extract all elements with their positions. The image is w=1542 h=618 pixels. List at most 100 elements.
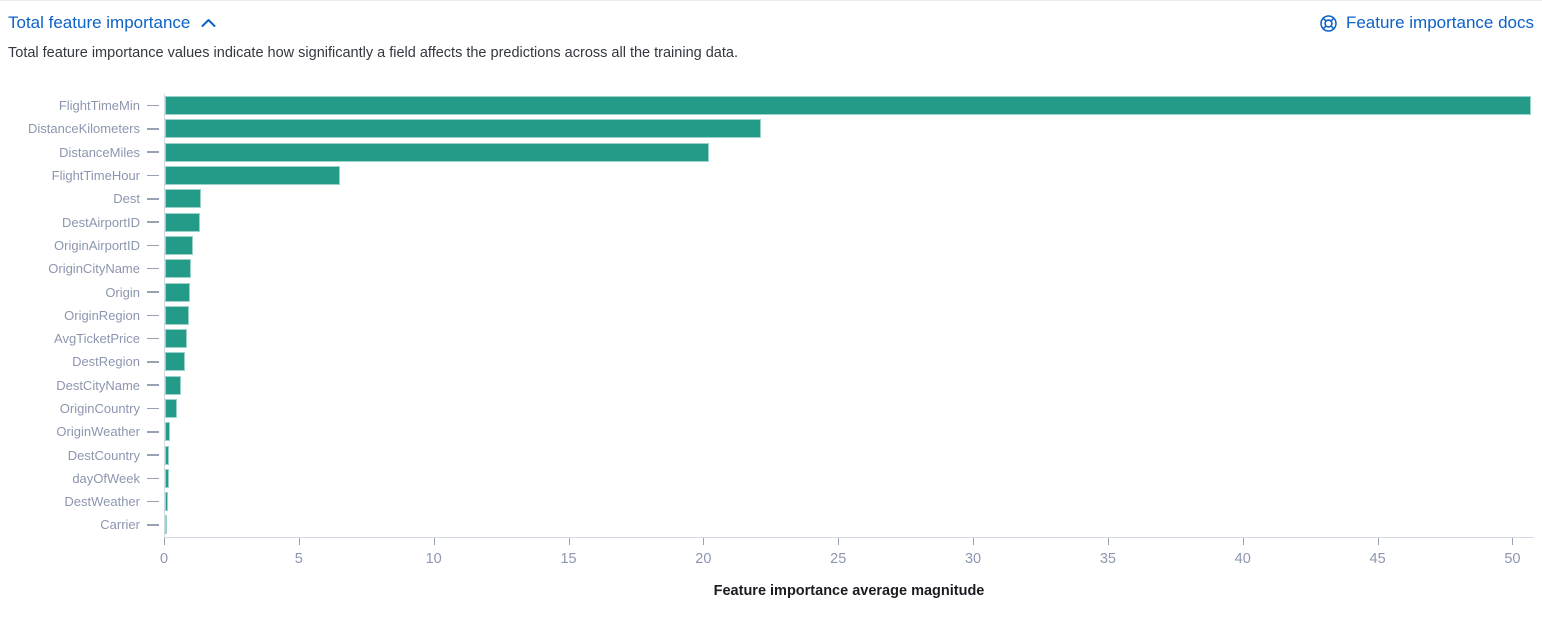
x-axis-tick: [703, 537, 705, 545]
x-axis-tick: [1242, 537, 1244, 545]
x-axis-tick-label: 35: [1099, 550, 1116, 567]
bar[interactable]: [165, 235, 194, 255]
bar-track: [164, 94, 1534, 118]
chart-row: OriginWeather: [8, 420, 1534, 444]
help-icon: [1319, 14, 1338, 33]
bar-track: [164, 490, 1534, 514]
bar-track: [164, 257, 1534, 281]
chart-row: OriginCountry: [8, 396, 1534, 421]
chart-row: FlightTimeMin: [8, 94, 1534, 118]
bar[interactable]: [165, 166, 341, 186]
bar-track: [164, 280, 1534, 304]
x-axis-tick: [973, 537, 975, 545]
y-axis-tick: [140, 151, 164, 153]
y-axis-tick: [140, 315, 164, 317]
bar[interactable]: [165, 212, 201, 232]
bar[interactable]: [165, 189, 202, 209]
x-axis-title: Feature importance average magnitude: [713, 582, 985, 599]
y-axis-tick: [140, 128, 164, 130]
bar[interactable]: [165, 422, 170, 442]
bar[interactable]: [165, 119, 761, 139]
x-axis-tick-label: 5: [294, 550, 303, 567]
chart-row: OriginAirportID: [8, 233, 1534, 258]
bar-track: [164, 396, 1534, 421]
bar-track: [164, 373, 1534, 397]
y-axis-tick: [140, 431, 164, 433]
bar[interactable]: [165, 305, 189, 325]
chart-row: OriginCityName: [8, 257, 1534, 281]
chart-row: DestCountry: [8, 443, 1534, 467]
y-axis-category-label: Carrier: [100, 517, 140, 533]
bar-track: [164, 140, 1534, 164]
bar-track: [164, 513, 1534, 537]
bar[interactable]: [165, 96, 1532, 116]
bar[interactable]: [165, 445, 170, 465]
y-axis-category-label: dayOfWeek: [72, 470, 140, 486]
chevron-up-icon: [200, 17, 217, 29]
x-axis-tick: [568, 537, 570, 545]
y-axis-category-label: DestCountry: [67, 447, 140, 463]
x-axis-tick: [1107, 537, 1109, 545]
bar[interactable]: [165, 142, 710, 162]
section-title: Total feature importance: [8, 13, 191, 32]
y-axis-category-label: DestRegion: [72, 354, 140, 370]
chart-row: FlightTimeHour: [8, 163, 1534, 188]
bar[interactable]: [165, 492, 169, 512]
y-axis-category-label: OriginCountry: [59, 401, 140, 416]
y-axis-category-label: DestCityName: [56, 377, 140, 393]
bar-track: [164, 350, 1534, 374]
x-axis: 0 5 10 15 20 25 30 35 40 45 50: [160, 536, 1534, 577]
chart-row: Carrier: [8, 513, 1534, 537]
y-axis-tick: [140, 408, 164, 410]
chart-row: DistanceKilometers: [8, 117, 1534, 141]
bar-track: [164, 443, 1534, 467]
chart-row: Origin: [8, 280, 1534, 304]
y-axis-tick: [140, 454, 164, 456]
y-axis-category-label: DestWeather: [64, 494, 140, 510]
y-axis-category-label: AvgTicketPrice: [54, 331, 140, 347]
x-axis-tick: [838, 537, 840, 545]
y-axis-category-label: FlightTimeMin: [58, 98, 140, 114]
chart-row: OriginRegion: [8, 303, 1534, 327]
y-axis-tick: [140, 361, 164, 363]
chart-rows: FlightTimeMin DistanceKilometers DistanceM…: [8, 94, 1534, 537]
x-axis-tick-label: 20: [695, 550, 712, 567]
bar[interactable]: [165, 259, 191, 279]
bar[interactable]: [165, 515, 167, 535]
x-axis-tick-label: 25: [830, 550, 847, 567]
bar-track: [164, 326, 1534, 351]
x-axis-tick: [1512, 537, 1514, 545]
y-axis-tick: [140, 198, 164, 200]
bar-track: [164, 420, 1534, 444]
y-axis-category-label: OriginWeather: [56, 424, 140, 440]
chart-row: DestCityName: [8, 373, 1534, 397]
section-description: Total feature importance values indicate…: [8, 45, 738, 61]
chart-row: DestRegion: [8, 350, 1534, 374]
feature-importance-chart: FlightTimeMin DistanceKilometers DistanceM…: [8, 94, 1534, 599]
bar-track: [164, 163, 1534, 188]
bar[interactable]: [165, 282, 190, 302]
bar[interactable]: [165, 468, 169, 488]
chart-row: AvgTicketPrice: [8, 326, 1534, 351]
bar[interactable]: [165, 375, 182, 395]
y-axis-category-label: DestAirportID: [61, 214, 140, 230]
bar[interactable]: [165, 329, 188, 349]
y-axis-tick: [140, 221, 164, 223]
section-header: Total feature importance Feature importa…: [8, 13, 1534, 33]
x-axis-tick-label: 50: [1504, 550, 1521, 567]
y-axis-category-label: OriginCityName: [48, 261, 140, 277]
bar[interactable]: [165, 399, 177, 418]
bar-track: [164, 466, 1534, 491]
chart-row: dayOfWeek: [8, 466, 1534, 491]
chart-row: Dest: [8, 187, 1534, 211]
feature-importance-docs-link[interactable]: Feature importance docs: [1319, 13, 1534, 33]
bar-track: [164, 303, 1534, 327]
y-axis-category-label: FlightTimeHour: [51, 168, 140, 184]
bar[interactable]: [165, 352, 185, 372]
x-axis-tick-label: 10: [425, 550, 442, 567]
y-axis-category-label: Origin: [105, 284, 140, 300]
y-axis-tick: [140, 501, 164, 503]
accordion-toggle[interactable]: Total feature importance: [8, 13, 217, 33]
y-axis-tick: [140, 105, 164, 107]
x-axis-tick: [164, 537, 165, 545]
